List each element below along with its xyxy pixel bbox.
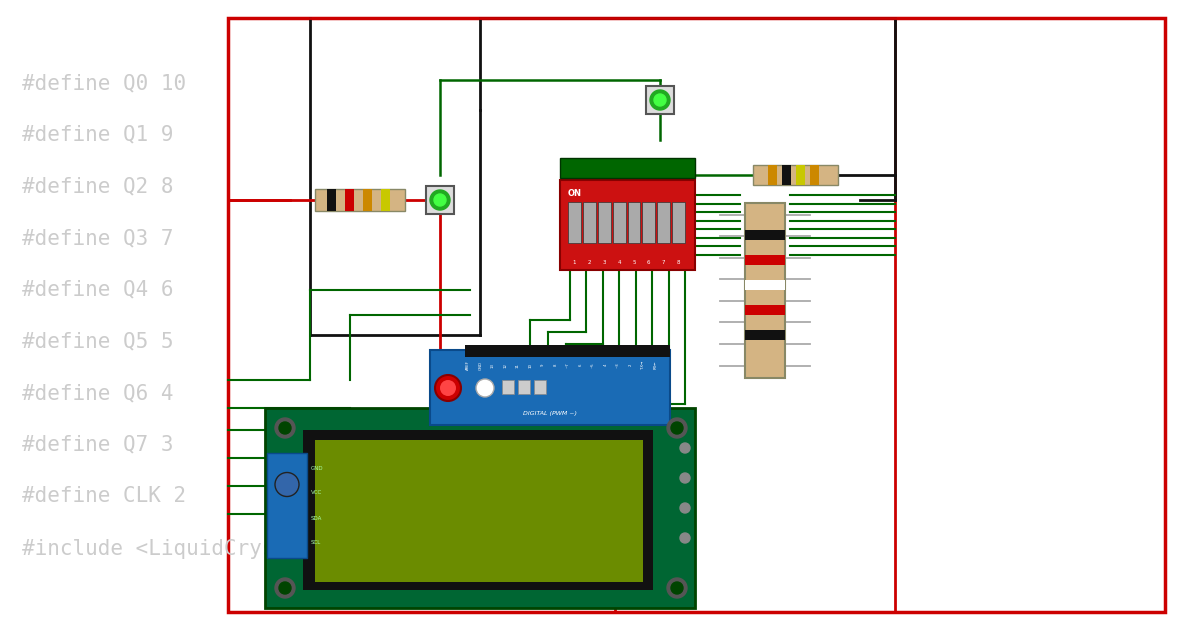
Text: 5: 5 [632,260,636,265]
Text: 1: 1 [572,260,576,265]
Bar [426,186,454,214]
Bar [646,86,674,114]
Bar [228,18,1165,612]
Bar [314,440,643,582]
Bar [326,189,336,211]
Bar [782,165,791,185]
Text: 11: 11 [516,362,520,367]
Text: 3: 3 [602,260,606,265]
Text: 9: 9 [541,364,545,366]
Text: SDA: SDA [311,515,323,520]
Bar [583,202,595,243]
Text: #define Q4 6: #define Q4 6 [22,280,173,300]
Text: 8: 8 [677,260,680,265]
Bar [745,255,785,265]
Text: 10: 10 [528,362,533,367]
Circle shape [680,533,690,543]
Circle shape [430,190,450,210]
Bar [302,430,653,590]
Circle shape [278,422,292,434]
Bar [568,202,581,243]
Bar [598,202,611,243]
Text: 2: 2 [629,364,632,366]
Text: #define Q7 3: #define Q7 3 [22,435,173,455]
Bar [745,305,785,315]
Text: #define CLK 2: #define CLK 2 [22,486,186,507]
Bar [642,202,655,243]
Text: ~7: ~7 [566,362,570,368]
Bar [768,165,778,185]
Bar [266,453,307,558]
Bar [613,202,625,243]
Bar [658,202,670,243]
Circle shape [680,503,690,513]
Circle shape [650,90,670,110]
Bar [382,189,390,211]
Text: 8: 8 [553,364,558,366]
Text: TX→: TX→ [641,361,646,369]
Text: 12: 12 [504,362,508,367]
Bar [265,408,695,608]
Text: #define Q1 9: #define Q1 9 [22,125,173,145]
Text: SCL: SCL [311,541,322,546]
Bar [560,158,695,178]
Text: 6: 6 [647,260,650,265]
Circle shape [436,375,461,401]
Bar [364,189,372,211]
Text: 2: 2 [588,260,592,265]
Text: GND: GND [479,360,482,370]
Bar [752,165,838,185]
Text: RX←: RX← [654,361,658,369]
Bar [314,189,406,211]
Text: 7: 7 [662,260,666,265]
Bar [672,202,685,243]
Circle shape [278,582,292,594]
Bar [430,350,670,425]
Text: 4: 4 [604,364,607,366]
Circle shape [667,418,686,438]
Text: 6: 6 [578,364,582,366]
Circle shape [680,473,690,483]
Bar [810,165,818,185]
Bar [796,165,805,185]
Circle shape [476,379,494,397]
Text: GND: GND [311,466,324,471]
Circle shape [275,418,295,438]
Text: #define Q0 10: #define Q0 10 [22,73,186,93]
Bar [346,189,354,211]
Bar [502,380,514,394]
Text: ON: ON [568,190,582,198]
Bar [745,202,785,377]
Text: AREF: AREF [466,360,470,370]
Circle shape [275,472,299,496]
Circle shape [275,578,295,598]
Text: #define Q5 5: #define Q5 5 [22,331,173,352]
Text: ~5: ~5 [592,362,595,368]
Bar [534,380,546,394]
Circle shape [654,94,666,106]
Circle shape [667,578,686,598]
Circle shape [434,194,446,206]
Text: 4: 4 [617,260,620,265]
Text: #define Q3 7: #define Q3 7 [22,228,173,248]
Text: #define Q2 8: #define Q2 8 [22,176,173,197]
Circle shape [671,582,683,594]
Circle shape [671,422,683,434]
Text: 13: 13 [491,362,496,367]
Bar [518,380,530,394]
Text: #define Q6 4: #define Q6 4 [22,383,173,403]
Circle shape [680,443,690,453]
Bar [745,330,785,340]
Text: DIGITAL (PWM ~): DIGITAL (PWM ~) [523,411,577,416]
Text: ~3: ~3 [616,362,620,368]
Bar [466,345,670,357]
Text: VCC: VCC [311,491,323,496]
Text: #include <LiquidCrystal_I2C.h>: #include <LiquidCrystal_I2C.h> [22,537,401,559]
Circle shape [440,380,456,396]
Bar [745,230,785,240]
Bar [628,202,641,243]
Bar [560,180,695,270]
Bar [745,280,785,290]
Bar [895,18,1165,612]
